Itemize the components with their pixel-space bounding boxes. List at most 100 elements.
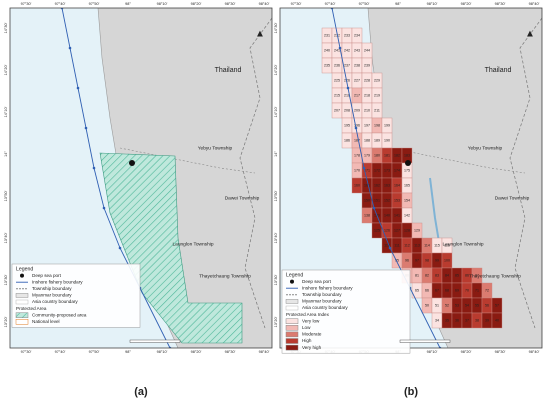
- north-arrow: ▲: [255, 29, 265, 40]
- cell-label: 112: [404, 243, 410, 247]
- legend-symbol: [20, 273, 24, 278]
- cell-label: 237: [344, 63, 350, 67]
- place-label: Dawei Township: [225, 195, 260, 201]
- cell-label: 128: [404, 228, 410, 232]
- cell-label: 111: [394, 243, 399, 247]
- cell-label: 239: [364, 63, 370, 67]
- lat-label: 13°50': [274, 190, 278, 201]
- legend-symbol: [285, 299, 299, 304]
- cell-label: 182: [394, 153, 400, 157]
- legend-symbol: [290, 279, 294, 284]
- cell-label: 87: [475, 273, 479, 277]
- legend-swatch: [285, 344, 299, 351]
- cell-label: 83: [435, 273, 439, 277]
- boundary-node: [346, 86, 350, 90]
- legend-label: Community-proposed area: [32, 312, 87, 317]
- scale-bar: [399, 339, 451, 343]
- lat-label: 13°30': [274, 274, 278, 285]
- map-frame: [279, 7, 543, 349]
- cell-label: 71: [475, 288, 479, 292]
- boundary-node: [84, 126, 88, 130]
- lon-label: 98°40': [529, 2, 540, 6]
- cell-label: 110: [384, 243, 390, 247]
- lat-label: 14°30': [4, 22, 8, 33]
- lon-label: 97°50': [359, 2, 370, 6]
- protected-area: [99, 152, 243, 344]
- boundary-node: [68, 46, 72, 50]
- cell-label: 36: [455, 318, 459, 322]
- cell-label: 84: [445, 273, 449, 277]
- lon-label: 98°10': [427, 2, 438, 6]
- lat-label: 14°30': [274, 22, 278, 33]
- cell-label: 233: [344, 33, 350, 37]
- cell-label: 197: [364, 123, 370, 127]
- cell-label: 56: [485, 303, 489, 307]
- cell-label: 161: [364, 183, 370, 187]
- cell-label: 82: [425, 273, 429, 277]
- map-frame: [9, 7, 273, 349]
- lon-label: 97°40': [325, 2, 336, 6]
- lat-label: 13°40': [4, 232, 8, 243]
- cell-label: 208: [344, 108, 350, 112]
- cell-label: 162: [374, 183, 380, 187]
- cell-label: 171: [364, 168, 370, 172]
- cell-label: 232: [334, 33, 340, 37]
- cell-label: 113: [414, 243, 420, 247]
- lat-label: 14°: [4, 151, 8, 157]
- boundary-node: [338, 46, 342, 50]
- cell-label: 226: [344, 78, 350, 82]
- cell-label: 129: [414, 228, 420, 232]
- place-label: Thailand: [485, 67, 512, 74]
- cell-label: 190: [384, 138, 390, 142]
- place-label: Dawei Township: [495, 195, 530, 201]
- cell-label: 164: [394, 183, 400, 187]
- cell-label: 172: [374, 168, 380, 172]
- lon-label: 98°30': [495, 350, 506, 354]
- cell-label: 215: [334, 93, 340, 97]
- cell-label: 170: [354, 168, 360, 172]
- cell-label: 67: [435, 288, 439, 292]
- lon-label: 97°30': [21, 2, 32, 6]
- legend-box: [11, 263, 141, 328]
- cell-label: 85: [455, 273, 459, 277]
- lon-label: 98°20': [461, 2, 472, 6]
- place-label: Launglon Township: [443, 241, 484, 247]
- legend-label: Very high: [302, 345, 322, 350]
- cell-label: 115: [434, 243, 440, 247]
- cell-label: 219: [374, 93, 380, 97]
- legend-box: [281, 269, 411, 354]
- lon-label: 97°30': [291, 2, 302, 6]
- township-boundary: [119, 147, 256, 174]
- cell-label: 65: [415, 288, 419, 292]
- cell-label: 86: [465, 273, 469, 277]
- cell-label: 142: [404, 213, 410, 217]
- cell-label: 95: [395, 258, 399, 262]
- cell-label: 51: [435, 303, 439, 307]
- cell-label: 39: [485, 318, 489, 322]
- cell-label: 151: [374, 198, 380, 202]
- cell-label: 154: [404, 198, 410, 202]
- cell-label: 210: [364, 108, 370, 112]
- cell-label: 180: [374, 153, 380, 157]
- lat-label: 13°30': [4, 274, 8, 285]
- cell-label: 35: [445, 318, 449, 322]
- cell-label: 50: [425, 303, 429, 307]
- cell-label: 175: [404, 168, 410, 172]
- cell-label: 235: [324, 63, 330, 67]
- cell-label: 196: [354, 123, 360, 127]
- cell-label: 238: [354, 63, 360, 67]
- legend-label: Very low: [302, 318, 320, 323]
- lon-label: 98°10': [427, 350, 438, 354]
- cell-label: 126: [384, 228, 390, 232]
- cell-label: 70: [465, 288, 469, 292]
- lat-label: 13°40': [274, 232, 278, 243]
- map: 231 232 233 234 240 241 242 243 244 235 236 237 238 2…: [280, 8, 542, 348]
- legend-label: Moderate: [302, 332, 322, 337]
- cell-label: 140: [384, 213, 390, 217]
- legend-label: Asia country boundary: [32, 299, 78, 304]
- border: [509, 17, 542, 329]
- cell-label: 40: [495, 318, 499, 322]
- lon-label: 98°20': [191, 350, 202, 354]
- cell-label: 34: [435, 318, 439, 322]
